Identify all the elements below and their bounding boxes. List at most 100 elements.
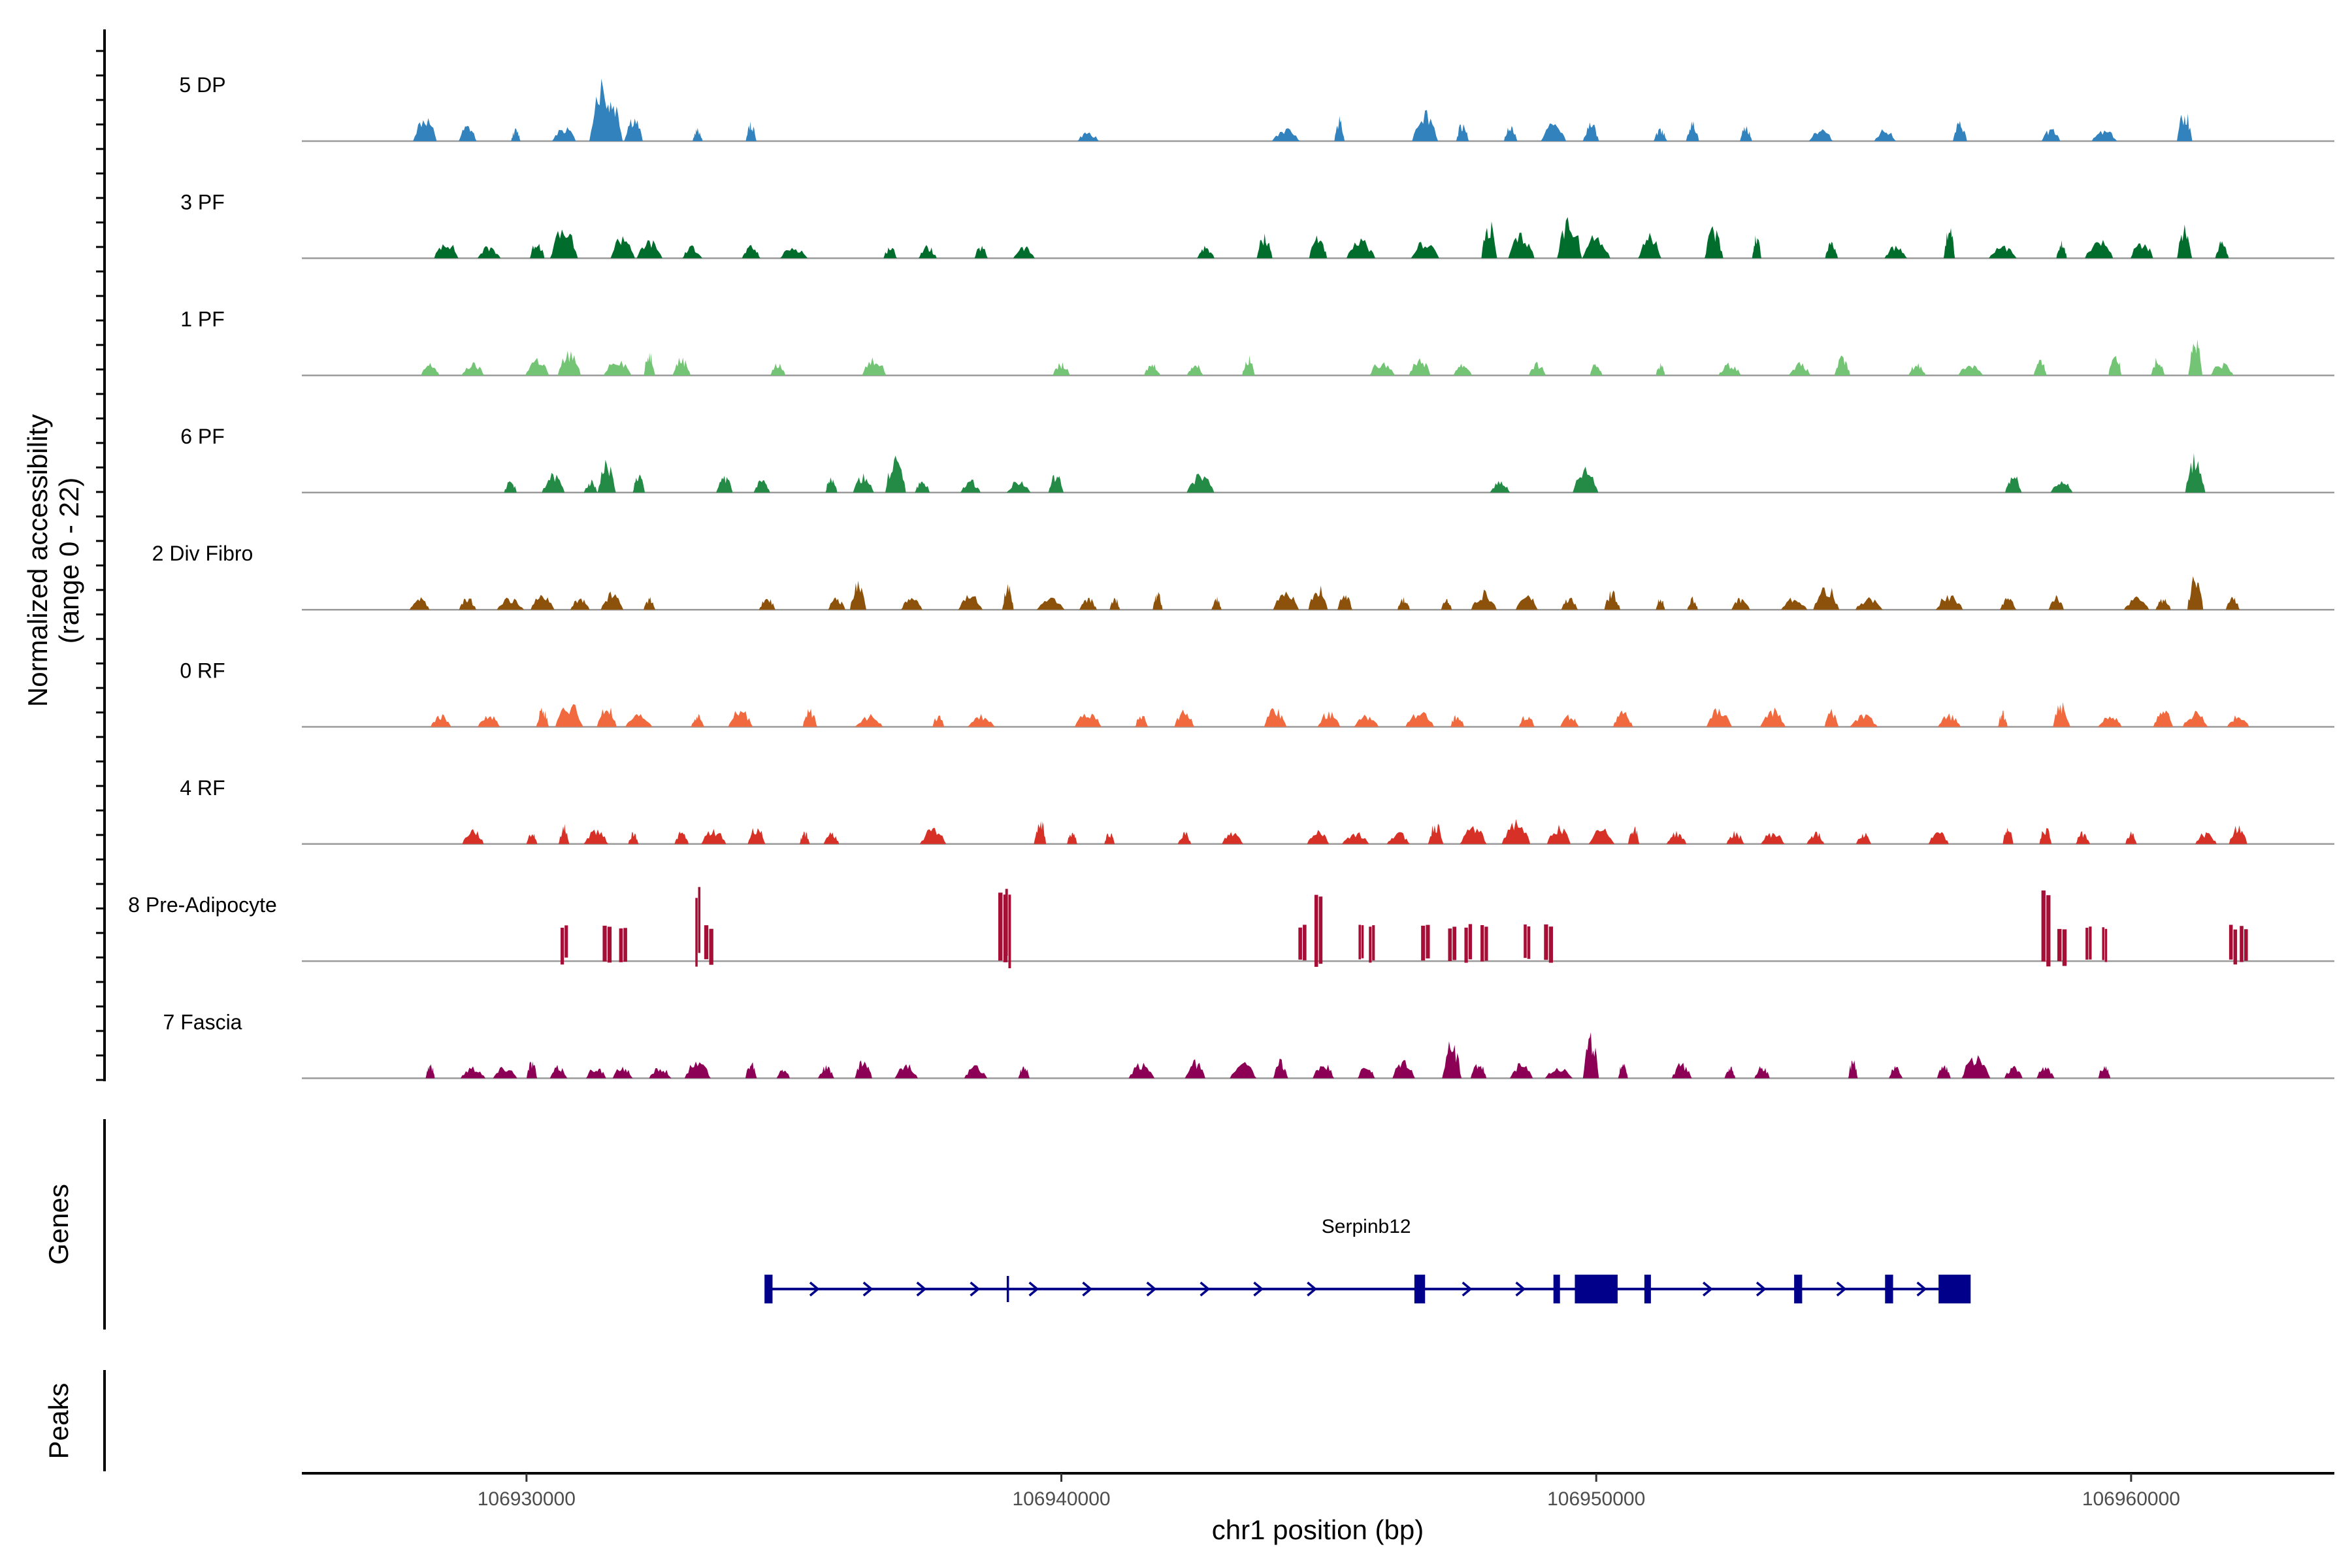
coverage-peak [1759, 708, 1786, 727]
track-label: 1 PF [180, 308, 225, 331]
coverage-peak [1317, 711, 1341, 727]
coverage-peak [684, 1061, 711, 1079]
coverage-peak [1222, 832, 1243, 844]
coverage-peak [612, 1066, 633, 1079]
coverage-peak [1077, 132, 1099, 141]
coverage-peak [2085, 240, 2114, 259]
coverage-peak [974, 246, 988, 259]
coverage-peak [704, 925, 709, 960]
coverage-peak [2153, 710, 2174, 727]
gene-exon [1644, 1275, 1651, 1303]
coverage-peak [557, 350, 581, 376]
coverage-peak [1953, 121, 1967, 141]
coverage-peak [1957, 365, 1984, 376]
coverage-peak [2227, 715, 2249, 727]
coverage-peak [1442, 1041, 1462, 1079]
coverage-peak [1392, 1060, 1415, 1079]
coverage-peak [2056, 240, 2067, 259]
coverage-peak [549, 1065, 568, 1079]
coverage-peak [2210, 363, 2234, 376]
coverage-peak [2076, 831, 2091, 844]
coverage-peak [1731, 598, 1750, 610]
coverage-peak [958, 595, 983, 610]
coverage-peak [1460, 826, 1487, 844]
coverage-peak [1211, 596, 1222, 610]
coverage-peak [1484, 926, 1488, 961]
track-8-pre-adipocyte: 8 Pre-Adipocyte [128, 887, 2334, 968]
coverage-peak [817, 1065, 834, 1079]
coverage-peak [2185, 453, 2206, 493]
coverage-peak [1361, 925, 1364, 958]
coverage-peak [1342, 832, 1369, 844]
y-axis-title-line2: (range 0 - 22) [54, 478, 84, 644]
gene-exon [1885, 1275, 1893, 1303]
coverage-peak [1386, 832, 1410, 844]
coverage-peak [1453, 363, 1473, 376]
coverage-peak [1397, 596, 1410, 610]
coverage-peak [1541, 123, 1566, 141]
coverage-peak [1005, 889, 1008, 956]
coverage-peak [434, 244, 459, 259]
coverage-peak [698, 887, 701, 953]
coverage-peak [915, 482, 930, 493]
gene-strand-arrow [1916, 1281, 1927, 1297]
coverage-peak [1752, 235, 1761, 259]
x-tick-label: 106950000 [1547, 1488, 1645, 1510]
coverage-peak [1509, 1063, 1533, 1079]
coverage-peak [1561, 598, 1578, 610]
coverage-peak [1849, 714, 1878, 727]
coverage-peak [2036, 1067, 2055, 1079]
coverage-peak [597, 459, 616, 493]
coverage-peak [607, 926, 612, 963]
coverage-peak [1448, 928, 1452, 961]
coverage-peak [1034, 821, 1047, 844]
coverage-peak [1464, 927, 1468, 963]
gene-exon [1553, 1275, 1560, 1303]
coverage-peak [2125, 831, 2137, 844]
coverage-peak [823, 832, 840, 844]
coverage-peak [1938, 713, 1961, 727]
coverage-peak [883, 247, 897, 259]
coverage-peak [1411, 242, 1439, 259]
coverage-peak [1813, 587, 1840, 610]
coverage-peak [1582, 235, 1610, 259]
coverage-peak [682, 245, 702, 259]
coverage-peak [1428, 823, 1444, 844]
gene-model [764, 1275, 1971, 1303]
coverage-peak [2091, 130, 2117, 141]
coverage-peak [1337, 595, 1352, 610]
coverage-peak [552, 127, 576, 141]
track-label: 2 Div Fibro [152, 542, 253, 565]
coverage-peak [855, 713, 883, 727]
coverage-peak [536, 708, 549, 727]
genes-panel-label: Genes [43, 1184, 74, 1265]
coverage-peak [894, 1064, 918, 1079]
gene-strand-arrow [1462, 1281, 1473, 1297]
track-label: 0 RF [180, 659, 225, 683]
coverage-peak [2155, 598, 2171, 610]
coverage-peak [1582, 1032, 1599, 1079]
coverage-peak [1450, 715, 1464, 727]
coverage-peak [2177, 113, 2193, 141]
coverage-peak [1273, 1058, 1288, 1079]
coverage-peak [1470, 1064, 1487, 1079]
peaks-panel-label: Peaks [43, 1383, 74, 1460]
gene-name-label: Serpinb12 [1322, 1216, 1411, 1237]
coverage-peak [2041, 890, 2046, 962]
coverage-peak [1834, 355, 1850, 376]
coverage-peak [862, 357, 887, 376]
track-0-rf: 0 RF [180, 659, 2334, 728]
coverage-peak [549, 229, 578, 259]
coverage-peak [561, 927, 564, 965]
coverage-peak [1358, 924, 1361, 960]
coverage-peak [2046, 895, 2051, 967]
gene-strand-arrow [970, 1281, 981, 1297]
track-5-dp: 5 DP [179, 73, 2334, 142]
coverage-peak [799, 831, 810, 844]
track-label: 5 DP [179, 73, 225, 97]
coverage-peak [1848, 1060, 1858, 1079]
coverage-peak [1855, 597, 1883, 610]
coverage-peak [2039, 828, 2052, 844]
coverage-peak [542, 472, 565, 493]
